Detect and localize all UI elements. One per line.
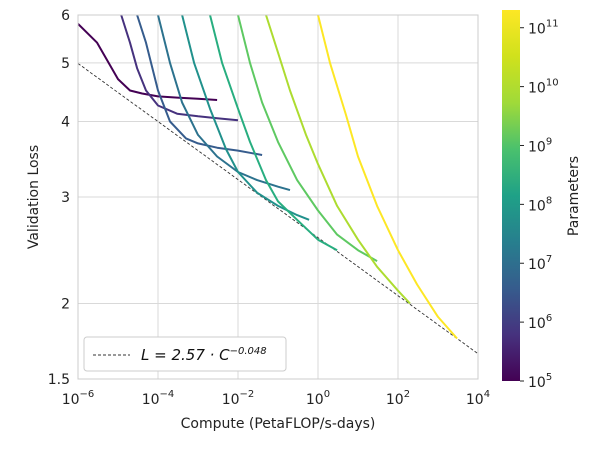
y-tick-label: 6	[61, 8, 70, 24]
series-line	[265, 15, 411, 305]
colorbar-tick-label-exponent: 8	[546, 195, 552, 206]
x-tick-label: 102	[386, 389, 410, 408]
x-tick-labels: 10−6 10−4 10−2 100 102 104	[62, 389, 490, 408]
series-layer	[78, 15, 458, 340]
y-tick-label: 2	[61, 296, 70, 312]
x-tick-label-exponent: 4	[484, 389, 490, 400]
colorbar-gradient	[502, 10, 520, 381]
y-tick-label: 5	[61, 56, 70, 72]
y-axis-label: Validation Loss	[26, 145, 42, 249]
legend-box	[83, 336, 287, 372]
colorbar-tick-label: 1011	[528, 19, 559, 38]
y-tick-label: 3	[61, 190, 70, 206]
frontier-line	[78, 63, 478, 355]
x-tick-label: 100	[306, 389, 330, 408]
series-line	[237, 15, 378, 262]
grid	[77, 14, 479, 380]
series-line	[136, 15, 263, 156]
y-tick-labels: 1.5 2 3 4 5 6	[48, 8, 70, 388]
y-tick-label: 4	[61, 114, 70, 130]
legend: L = 2.57 · C−0.048	[83, 336, 287, 372]
legend-exponent: −0.048	[230, 346, 267, 357]
colorbar-tick-label: 1010	[528, 78, 559, 97]
x-tick-label: 10−4	[142, 389, 175, 408]
legend-text: L = 2.57 · C−0.048	[141, 346, 267, 364]
plot-frame	[77, 14, 479, 380]
colorbar-label: Parameters	[566, 156, 582, 236]
colorbar-tick-label: 106	[528, 313, 552, 332]
colorbar-tick-label-exponent: 11	[546, 19, 559, 30]
series-line	[78, 23, 218, 101]
series-line	[317, 15, 458, 340]
series-line	[157, 15, 291, 192]
colorbar-tick-label-exponent: 10	[546, 78, 559, 89]
colorbar-tick-label-exponent: 6	[546, 313, 552, 324]
x-tick-label-exponent: 2	[404, 389, 410, 400]
x-tick-label-exponent: −6	[80, 389, 95, 400]
y-tick-label: 1.5	[48, 372, 70, 388]
series-line	[209, 15, 338, 252]
x-tick-label-exponent: −2	[240, 389, 255, 400]
x-axis-label: Compute (PetaFLOP/s-days)	[181, 416, 376, 432]
colorbar-tick-label-exponent: 7	[546, 254, 552, 265]
colorbar-tick-label: 107	[528, 254, 552, 273]
x-tick-label: 104	[466, 389, 490, 408]
series-line	[181, 15, 310, 221]
x-tick-label: 10−2	[222, 389, 255, 408]
colorbar-tick-label: 109	[528, 136, 552, 155]
colorbar-tick-label: 105	[528, 372, 552, 391]
series-line	[120, 15, 239, 122]
colorbar-tick-label-exponent: 9	[546, 136, 552, 147]
x-tick-label-exponent: −4	[160, 389, 175, 400]
colorbar-tick-label: 108	[528, 195, 552, 214]
x-tick-label-exponent: 0	[324, 389, 330, 400]
frontier-layer	[78, 63, 478, 355]
colorbar-tick-label-exponent: 5	[546, 372, 552, 383]
x-tick-label: 10−6	[62, 389, 95, 408]
